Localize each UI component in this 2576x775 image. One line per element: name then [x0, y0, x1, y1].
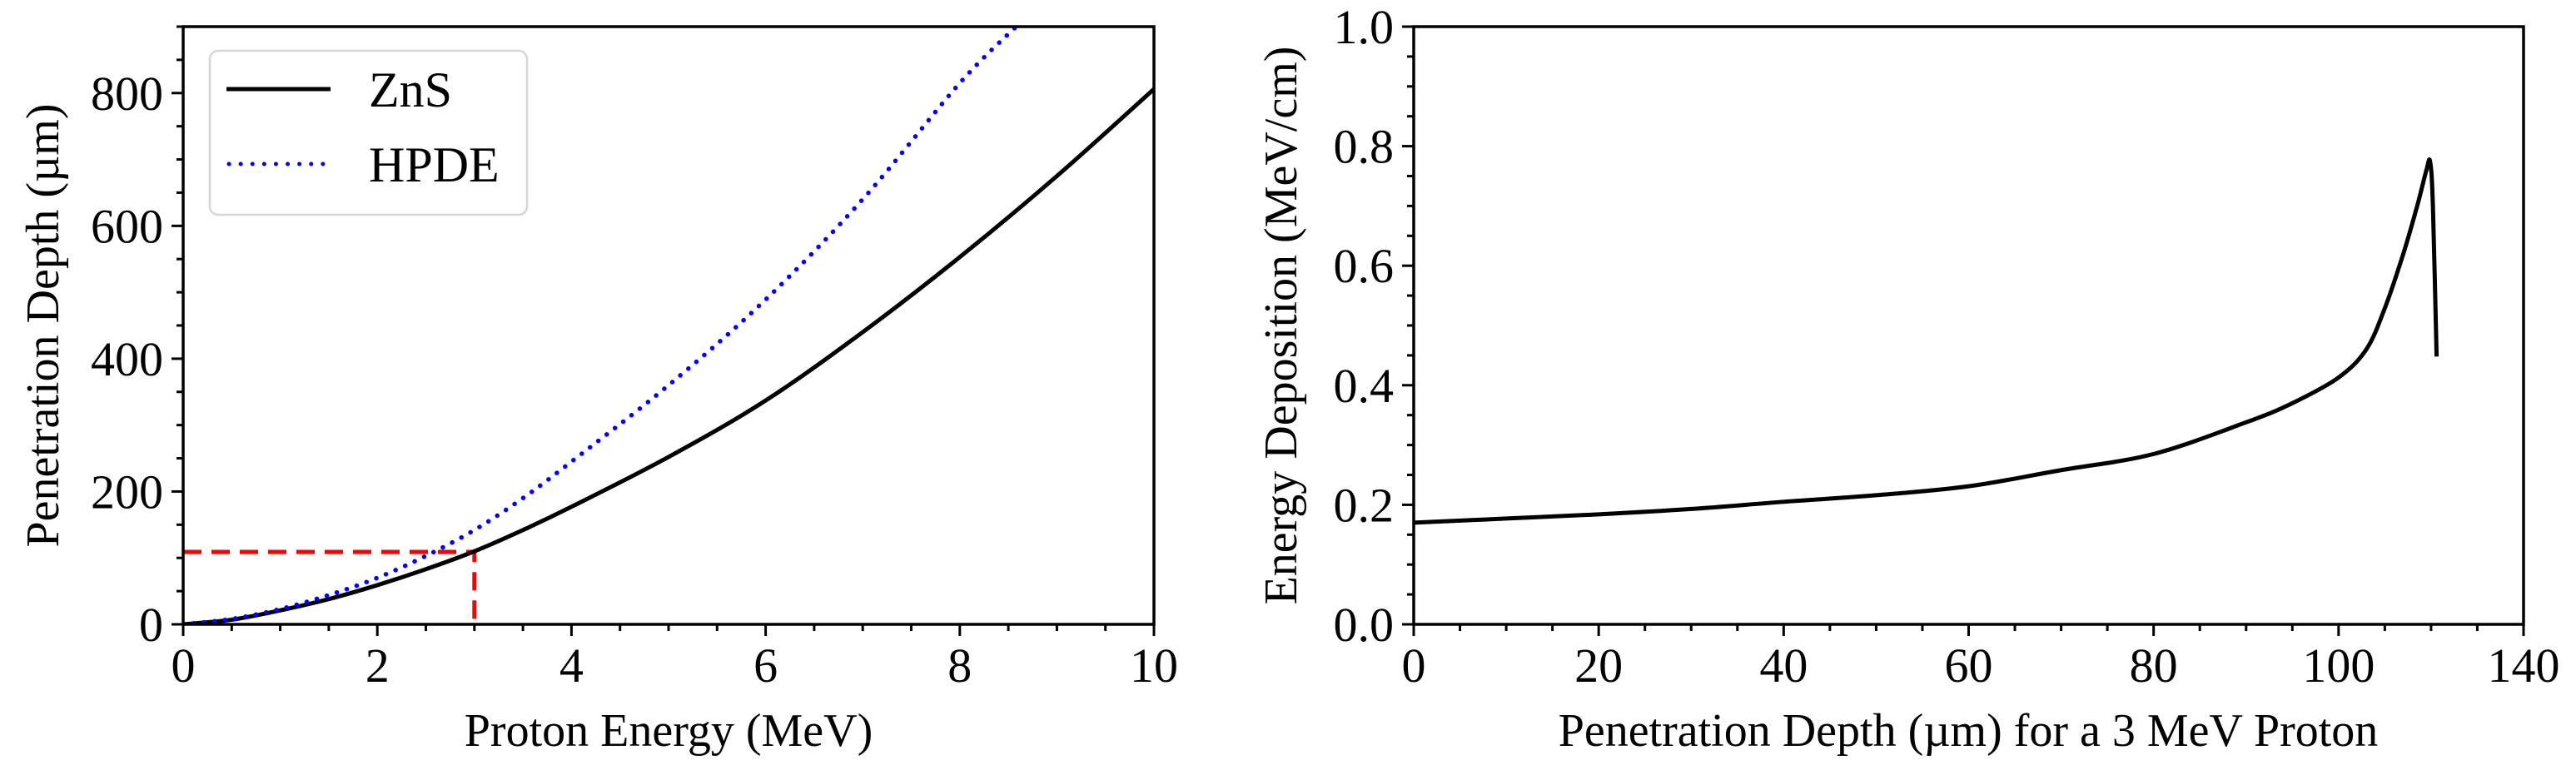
x-tick-label: 80: [2130, 638, 2178, 693]
energy-deposition-chart: 0 20 40 60 80 100 140 0.0 0.2 0.4 0.6 0.8 1.0 Penetr…: [1256, 0, 2560, 757]
series-line-hpde: [183, 27, 1019, 624]
series-line-zns: [183, 87, 1154, 624]
y-tick-label: 800: [91, 67, 163, 121]
x-tick-label: 0: [172, 638, 196, 693]
x-tick-label: 10: [1130, 638, 1178, 693]
series-line-energy-deposition: [1414, 157, 2439, 525]
y-axis-label-right: Energy Deposition (MeV/cm): [1256, 47, 1307, 605]
x-tick-label: 140: [2488, 638, 2560, 693]
legend-box: [208, 49, 529, 216]
series-group: [183, 27, 1154, 624]
y-tick-label: 1.0: [1334, 0, 1395, 54]
y-axis-label-left: Penetration Depth (µm): [17, 103, 69, 547]
x-tick-label: 60: [1945, 638, 1993, 693]
x-tick-label: 100: [2302, 638, 2375, 693]
y-tick-label: 0.4: [1334, 359, 1395, 413]
legend-label-hpde: HPDE: [369, 137, 500, 192]
axes-left: [172, 25, 1156, 636]
x-axis-label-right: Penetration Depth (µm) for a 3 MeV Proto…: [1559, 705, 2379, 757]
legend-label-zns: ZnS: [369, 62, 452, 117]
x-tick-label: 40: [1759, 638, 1808, 693]
y-tick-label: 0.8: [1334, 120, 1395, 174]
y-tick-label: 200: [91, 465, 163, 519]
tick-labels-left: 0 2 4 6 8 10 0 200 400 600 800: [91, 67, 1178, 693]
penetration-depth-chart: 0 2 4 6 8 10 0 200 400 600 800 Proton Energy (MeV)…: [17, 25, 1178, 757]
x-tick-label: 4: [559, 638, 584, 693]
plot-area-left: [183, 27, 1154, 624]
y-tick-label: 400: [91, 332, 163, 386]
plot-area-right: [1414, 157, 2439, 525]
axes-frame: [1412, 25, 2525, 626]
y-tick-label: 0.2: [1334, 478, 1395, 532]
x-tick-label: 6: [753, 638, 778, 693]
x-tick-label: 2: [366, 638, 390, 693]
y-tick-label: 600: [91, 199, 163, 253]
guide-line-3mev: [183, 549, 477, 624]
x-tick-label: 20: [1574, 638, 1623, 693]
legend: ZnS HPDE: [208, 49, 529, 216]
y-tick-label: 0.0: [1334, 598, 1395, 652]
y-tick-label: 0: [139, 598, 163, 652]
series-group: [1414, 157, 2439, 525]
x-axis-label-left: Proton Energy (MeV): [465, 705, 873, 757]
axes-right: [1402, 25, 2525, 636]
x-tick-label: 0: [1402, 638, 1426, 693]
y-tick-label: 0.6: [1334, 239, 1395, 293]
x-tick-label: 8: [947, 638, 972, 693]
tick-labels-right: 0 20 40 60 80 100 140 0.0 0.2 0.4 0.6 0.8 1.0: [1334, 0, 2560, 693]
